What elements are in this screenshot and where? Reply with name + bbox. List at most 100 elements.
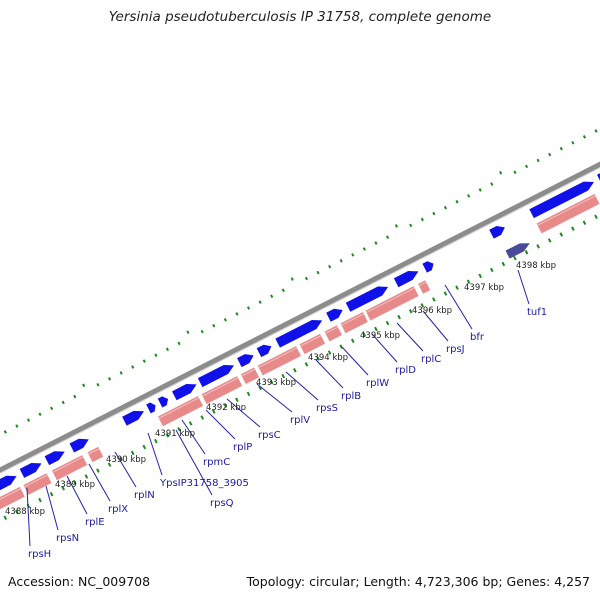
- forward-cds[interactable]: [157, 396, 169, 408]
- gc-content-mark: [72, 480, 77, 485]
- scale-tick-label: 4389 kbp: [55, 480, 95, 490]
- forward-cds[interactable]: [237, 354, 254, 368]
- reverse-cds-highlight: [366, 287, 415, 313]
- gc-content-mark: [443, 291, 448, 296]
- gc-content-mark: [200, 415, 204, 420]
- gc-skew-mark: [316, 270, 320, 275]
- forward-cds[interactable]: [326, 308, 343, 322]
- gene-label-rpsQ[interactable]: rpsQ: [210, 498, 234, 509]
- forward-cds[interactable]: [345, 286, 389, 312]
- gene-label-rplP[interactable]: rplP: [233, 442, 252, 453]
- backbone-line: [0, 161, 600, 473]
- forward-cds[interactable]: [0, 475, 17, 504]
- reverse-cds-highlight: [418, 281, 427, 287]
- gc-content-mark: [223, 403, 228, 408]
- gc-content-mark: [61, 486, 65, 491]
- gene-label-rpsH[interactable]: rpsH: [28, 549, 51, 560]
- gc-skew-mark: [258, 300, 262, 304]
- gc-content-mark: [3, 515, 8, 521]
- gc-skew-mark: [186, 330, 190, 334]
- gc-content-mark: [84, 474, 89, 479]
- gc-skew-mark: [96, 382, 100, 387]
- forward-cds[interactable]: [422, 261, 434, 273]
- scale-tick-label: 4392 kbp: [206, 403, 246, 413]
- forward-cds[interactable]: [44, 451, 65, 466]
- reverse-cds-highlight: [0, 488, 21, 500]
- forward-cds[interactable]: [529, 181, 594, 219]
- gene-label-rplN[interactable]: rplN: [134, 490, 155, 501]
- gc-skew-mark: [270, 294, 274, 298]
- reverse-cds[interactable]: [240, 367, 260, 385]
- gene-label-rpsC[interactable]: rpsC: [258, 430, 281, 441]
- reverse-cds-highlight: [24, 474, 48, 488]
- reverse-cds[interactable]: [87, 446, 104, 463]
- highlighted-cds[interactable]: [505, 243, 530, 259]
- gc-skew-mark: [499, 171, 503, 175]
- forward-cds[interactable]: [197, 364, 234, 388]
- gc-skew-mark: [200, 329, 204, 334]
- gene-label-rpsN[interactable]: rpsN: [56, 533, 79, 544]
- forward-cds[interactable]: [69, 438, 89, 453]
- gene-label-rplW[interactable]: rplW: [366, 378, 389, 389]
- reverse-cds[interactable]: [536, 194, 600, 234]
- reverse-cds[interactable]: [299, 333, 326, 355]
- backbone-highlight: [0, 167, 600, 474]
- forward-cds[interactable]: [597, 152, 600, 184]
- gene-leader-line: [45, 485, 59, 531]
- gene-label-tuf1[interactable]: tuf1: [527, 307, 547, 318]
- gc-skew-mark: [582, 135, 587, 139]
- gc-skew-mark: [443, 205, 448, 210]
- gc-skew-mark: [246, 306, 251, 310]
- gene-label-rpsJ[interactable]: rpsJ: [446, 344, 465, 355]
- gc-skew-mark: [328, 264, 332, 269]
- gene-label-rpmC[interactable]: rpmC: [203, 457, 230, 468]
- reverse-cds[interactable]: [365, 286, 419, 321]
- gc-content-mark: [547, 238, 552, 243]
- gc-content-mark: [258, 385, 262, 391]
- gc-skew-mark: [15, 424, 19, 428]
- reverse-cds[interactable]: [324, 325, 342, 342]
- gene-label-rplD[interactable]: rplD: [395, 365, 416, 376]
- reverse-cds[interactable]: [340, 312, 368, 334]
- reverse-cds[interactable]: [0, 486, 25, 520]
- gc-content-mark: [501, 261, 506, 267]
- forward-cds[interactable]: [146, 402, 156, 414]
- reverse-cds-highlight: [88, 448, 100, 455]
- gc-skew-mark: [524, 164, 529, 169]
- gc-content-mark: [594, 214, 598, 220]
- reverse-cds[interactable]: [418, 280, 431, 294]
- gc-content-mark: [489, 267, 494, 273]
- gc-skew-mark: [409, 223, 413, 228]
- gene-label-rplV[interactable]: rplV: [290, 415, 310, 426]
- gc-content-mark: [420, 303, 425, 308]
- forward-cds[interactable]: [275, 320, 323, 348]
- forward-cds[interactable]: [256, 344, 272, 358]
- gene-label-rplC[interactable]: rplC: [421, 354, 441, 365]
- gc-content-mark: [559, 232, 564, 237]
- reverse-cds[interactable]: [51, 455, 88, 481]
- gene-label-YpsIP31758_3905[interactable]: YpsIP31758_3905: [159, 478, 249, 489]
- forward-cds[interactable]: [172, 384, 197, 401]
- gene-label-rplE[interactable]: rplE: [85, 517, 105, 528]
- gc-content-mark: [385, 320, 390, 326]
- gene-label-rplX[interactable]: rplX: [108, 504, 128, 515]
- gene-label-bfr[interactable]: bfr: [470, 332, 485, 343]
- reverse-cds[interactable]: [257, 346, 302, 376]
- forward-cds[interactable]: [489, 225, 505, 239]
- gene-leader-line: [371, 333, 398, 363]
- reverse-cds[interactable]: [23, 473, 52, 495]
- gc-content-mark: [235, 397, 239, 403]
- reverse-cds-highlight: [537, 195, 596, 226]
- forward-cds[interactable]: [393, 271, 419, 288]
- forward-cds[interactable]: [19, 463, 42, 478]
- gc-content-mark: [316, 356, 320, 361]
- gene-label-rplB[interactable]: rplB: [341, 391, 361, 402]
- gene-leader-line: [147, 432, 163, 476]
- forward-cds[interactable]: [122, 410, 145, 426]
- gc-content-mark: [177, 427, 181, 432]
- reverse-cds[interactable]: [201, 376, 243, 405]
- gc-content-mark: [524, 249, 529, 255]
- reverse-cds[interactable]: [157, 396, 204, 427]
- gene-label-rpsS[interactable]: rpsS: [316, 403, 338, 414]
- gc-skew-mark: [73, 394, 77, 399]
